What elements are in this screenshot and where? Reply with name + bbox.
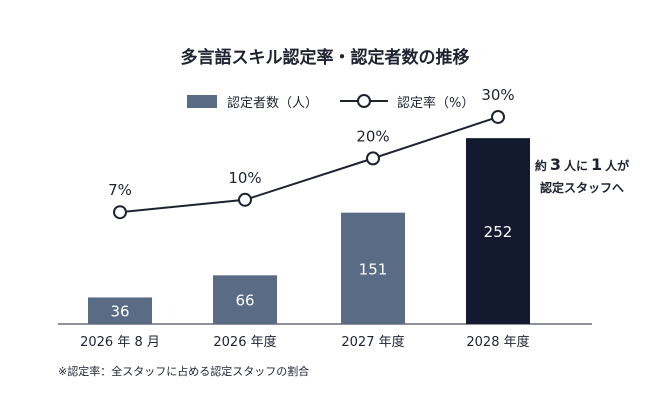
legend-label-bar: 認定者数（人） <box>227 95 318 111</box>
bar-labels: 36 66 151 252 <box>110 223 512 321</box>
rate-point-3 <box>366 151 380 166</box>
x-tick-labels: 2026 年 8 月 2026 年度 2027 年度 2028 年度 <box>80 334 529 350</box>
rate-label-4: 30% <box>481 86 514 104</box>
legend-swatch-bar <box>187 95 217 108</box>
bar-4 <box>466 138 530 324</box>
x-tick-label-1: 2026 年 8 月 <box>80 335 160 350</box>
legend: 認定者数（人） 認定率（%） <box>187 94 474 111</box>
bar-value-label-1: 36 <box>110 303 129 321</box>
rate-point-2 <box>238 192 252 207</box>
bar-value-label-4: 252 <box>484 223 513 241</box>
bar-value-label-3: 151 <box>359 260 388 278</box>
bar-2 <box>213 275 277 324</box>
rate-polyline <box>119 116 499 214</box>
rate-label-2: 10% <box>228 169 261 187</box>
callout-part-3: 人に <box>564 158 588 173</box>
rate-label-3: 20% <box>356 127 389 145</box>
x-tick-label-2: 2026 年度 <box>213 334 276 350</box>
legend-swatch-marker <box>357 94 371 108</box>
footnote: ※認定率：全スタッフに占める認定スタッフの割合 <box>58 364 309 378</box>
callout-part-5: 人が <box>605 158 629 173</box>
callout: 約 3 人に 1 人が 認定スタッフへ <box>535 155 629 195</box>
callout-line1: 約 3 人に 1 人が <box>535 155 629 174</box>
x-tick-label-4: 2028 年度 <box>466 334 529 350</box>
legend-label-line: 認定率（%） <box>397 95 474 111</box>
callout-line2: 認定スタッフへ <box>540 180 624 195</box>
x-tick-label-3: 2027 年度 <box>341 334 404 350</box>
bar-3 <box>341 212 405 324</box>
bars <box>88 138 530 324</box>
rate-labels: 7% 10% 20% 30% <box>108 86 515 199</box>
callout-part-1: 約 <box>535 158 547 173</box>
rate-label-1: 7% <box>108 181 132 199</box>
chart-title: 多言語スキル認定率・認定者数の推移 <box>181 47 470 68</box>
rate-line <box>113 109 505 220</box>
callout-part-4: 1 <box>591 155 602 174</box>
rate-point-4 <box>491 109 505 124</box>
callout-part-2: 3 <box>550 155 561 174</box>
bar-1 <box>88 297 152 324</box>
rate-point-1 <box>113 205 127 220</box>
bar-value-label-2: 66 <box>235 292 254 310</box>
